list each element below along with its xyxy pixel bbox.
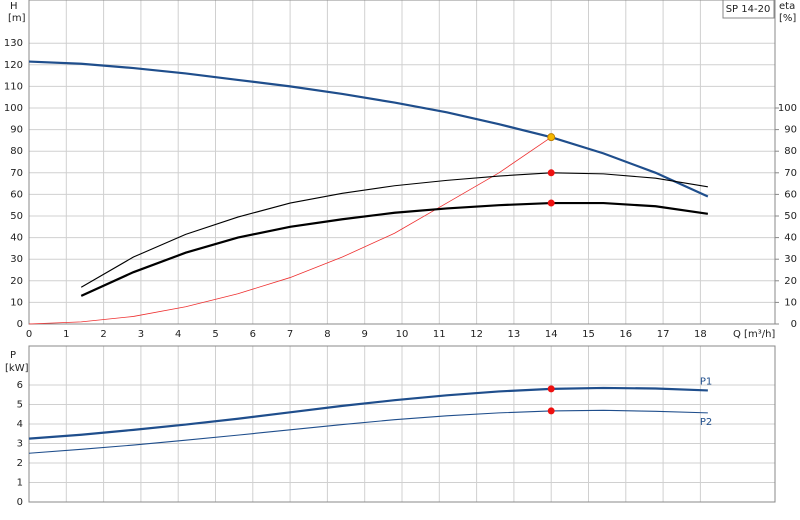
- x-tick-label: 13: [508, 329, 521, 340]
- duty-point: [547, 385, 555, 393]
- x-tick-label: 16: [619, 329, 632, 340]
- series-label: P2: [700, 417, 712, 428]
- y-tick-label: 50: [10, 211, 23, 222]
- x-tick-label: 6: [250, 329, 256, 340]
- x-tick-label: 11: [433, 329, 446, 340]
- y-tick-label: 2: [17, 458, 23, 469]
- x-tick-label: 4: [175, 329, 181, 340]
- x-tick-label: 1: [63, 329, 69, 340]
- y-tick-label: 10: [10, 297, 23, 308]
- y-tick-label: 0: [17, 319, 23, 330]
- x-tick-label: 14: [545, 329, 558, 340]
- plot-frame: [28, 345, 776, 503]
- x-tick-label: 10: [396, 329, 409, 340]
- y-tick-label: 4: [17, 419, 23, 430]
- y2-tick-label: 70: [784, 168, 797, 179]
- x-tick-label: 18: [694, 329, 707, 340]
- y-tick-label: 120: [4, 60, 23, 71]
- y-tick-label: 6: [17, 380, 23, 391]
- p-axis-unit: [kW]: [5, 363, 29, 374]
- y2-tick-label: 80: [784, 146, 797, 157]
- y-tick-label: 30: [10, 254, 23, 265]
- y-tick-label: 80: [10, 146, 23, 157]
- x-tick-label: 7: [287, 329, 293, 340]
- y-tick-label: 5: [17, 400, 23, 411]
- y-tick-label: 70: [10, 168, 23, 179]
- y-tick-label: 3: [17, 439, 23, 450]
- y-tick-label: 60: [10, 189, 23, 200]
- x-tick-label: 9: [362, 329, 368, 340]
- x-tick-label: 12: [470, 329, 483, 340]
- y-tick-label: 90: [10, 125, 23, 136]
- y2-tick-label: 90: [784, 125, 797, 136]
- y2-tick-label: 60: [784, 189, 797, 200]
- y-tick-label: 40: [10, 233, 23, 244]
- y-tick-label: 100: [4, 103, 23, 114]
- series-line: [80, 172, 708, 288]
- y-tick-label: 0: [17, 497, 23, 508]
- x-axis-title: Q [m³/h]: [733, 329, 775, 340]
- y-tick-label: 110: [4, 81, 23, 92]
- series-line: [28, 60, 709, 198]
- duty-point: [547, 133, 556, 142]
- y2-tick-label: 10: [784, 297, 797, 308]
- x-tick-label: 5: [212, 329, 218, 340]
- y-tick-label: 130: [4, 38, 23, 49]
- x-tick-label: 8: [324, 329, 330, 340]
- y2-tick-label: 40: [784, 233, 797, 244]
- y2-tick-label: 100: [778, 103, 797, 114]
- p-axis-title: P: [10, 350, 16, 361]
- eta-axis-unit: [%]: [779, 13, 796, 24]
- y-tick-label: 20: [10, 276, 23, 287]
- series-line: [28, 136, 552, 325]
- h-axis-unit: [m]: [8, 13, 26, 24]
- x-tick-label: 15: [582, 329, 595, 340]
- duty-point: [547, 169, 555, 177]
- x-tick-label: 0: [26, 329, 32, 340]
- duty-point: [547, 199, 555, 207]
- series-line: [28, 386, 708, 440]
- series-line: [80, 201, 709, 297]
- h-axis-title: H: [10, 1, 18, 12]
- y2-tick-label: 0: [791, 319, 797, 330]
- x-tick-label: 17: [657, 329, 670, 340]
- x-tick-label: 2: [100, 329, 106, 340]
- duty-point: [547, 407, 555, 415]
- label-box: [722, 0, 775, 19]
- y2-tick-label: 50: [784, 211, 797, 222]
- eta-axis-title: eta: [779, 1, 795, 12]
- plot-frame: [28, 0, 776, 325]
- series-line: [28, 409, 708, 454]
- y-tick-label: 1: [17, 478, 23, 489]
- pump-label: SP 14-20: [726, 4, 771, 15]
- x-tick-label: 3: [138, 329, 144, 340]
- y2-tick-label: 30: [784, 254, 797, 265]
- y2-tick-label: 20: [784, 276, 797, 287]
- series-label: P1: [700, 376, 712, 387]
